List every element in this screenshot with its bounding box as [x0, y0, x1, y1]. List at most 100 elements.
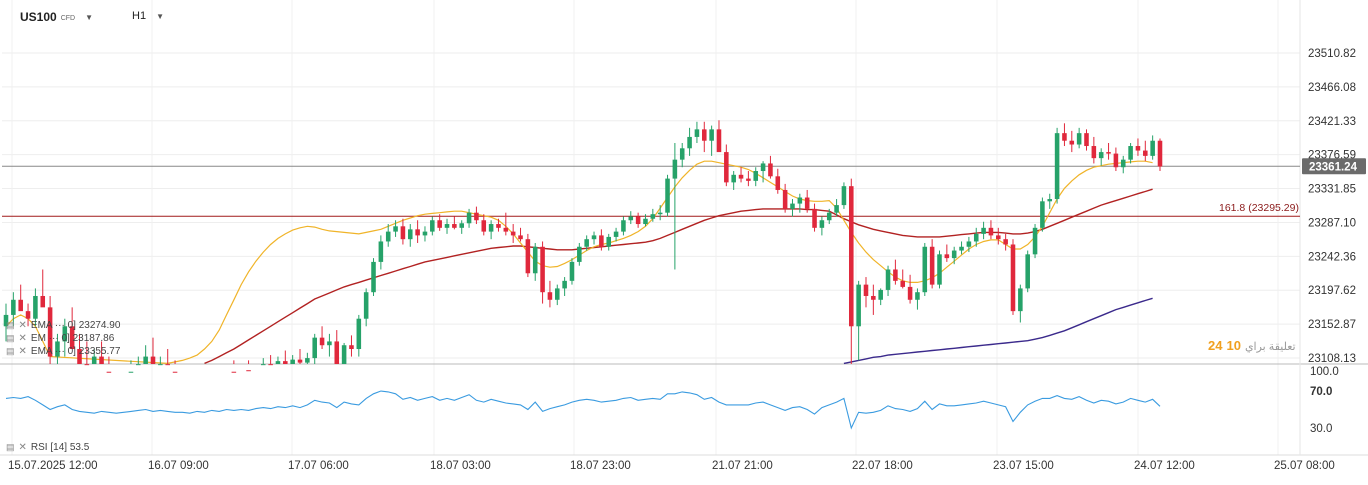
- candle-body: [275, 361, 281, 364]
- ema-fast-line: [5, 160, 1153, 365]
- candle-body: [643, 218, 648, 225]
- candle-body: [812, 208, 817, 228]
- candle-body: [716, 129, 722, 153]
- candle-body: [84, 364, 90, 366]
- candle-body: [834, 205, 839, 213]
- rsi-label: RSI [14] 53.5: [30, 442, 90, 453]
- candle-body: [91, 356, 97, 364]
- y-tick-label: 23197.62: [1308, 285, 1356, 297]
- candle-body: [305, 358, 310, 363]
- current-price-label: 23361.24: [1309, 161, 1358, 173]
- candle-body: [459, 223, 464, 228]
- candle-body: [937, 254, 942, 285]
- chevron-down-icon: ▼: [156, 11, 164, 21]
- candle-body: [283, 361, 288, 364]
- chevron-down-icon: ▼: [85, 12, 94, 22]
- watermark: 24 10 تعليقة براي: [1208, 338, 1296, 353]
- candle-body: [400, 226, 406, 240]
- timeframe-label: H1: [132, 10, 147, 22]
- candle-body: [356, 318, 362, 350]
- candle-body: [518, 235, 523, 240]
- candle-body: [731, 174, 736, 183]
- candle-body: [929, 246, 935, 285]
- candle-body: [694, 129, 700, 137]
- candle-body: [62, 326, 68, 342]
- candle-body: [797, 197, 803, 204]
- candle-body: [158, 364, 163, 366]
- candle-body: [466, 212, 472, 224]
- watermark-middle: 10: [1226, 338, 1241, 353]
- candle-body: [554, 288, 560, 300]
- candle-body: [687, 136, 692, 149]
- candle-body: [290, 359, 295, 364]
- candle-body: [849, 186, 854, 327]
- candle-body: [47, 307, 53, 357]
- rsi-line: [5, 390, 1161, 430]
- candle-body: [944, 254, 950, 259]
- ema-slow-line: [843, 297, 1153, 365]
- candle-body: [540, 246, 545, 293]
- candle-body: [760, 163, 766, 172]
- candle-body: [907, 286, 913, 300]
- candle-body: [246, 370, 251, 372]
- candle-body: [915, 292, 920, 300]
- y-tick-label: 23152.87: [1308, 319, 1356, 331]
- candle-body: [768, 163, 773, 177]
- symbol-selector[interactable]: US100 CFD ▼: [20, 10, 93, 24]
- candle-body: [452, 224, 457, 228]
- close-icon[interactable]: ✕: [18, 320, 27, 331]
- indicator-legend-ema-50[interactable]: ▤ ✕ EMA ··· 0] 23355.77: [6, 346, 120, 357]
- close-icon[interactable]: ✕: [18, 333, 27, 344]
- y-tick-label: 23510.82: [1308, 48, 1356, 60]
- list-icon: ▤: [6, 333, 15, 343]
- indicator-legend-rsi[interactable]: ▤ ✕ RSI [14] 53.5: [6, 442, 89, 453]
- candle-body: [628, 216, 634, 221]
- candle-body: [444, 224, 450, 228]
- candle-body: [319, 337, 325, 346]
- candle-body: [1091, 146, 1097, 159]
- candle-body: [532, 246, 538, 274]
- candle-body: [621, 220, 626, 232]
- candle-body: [1150, 140, 1155, 156]
- candle-body: [268, 364, 273, 366]
- candle-body: [422, 231, 428, 236]
- candle-body: [1128, 146, 1133, 160]
- symbol-label: US100: [20, 10, 57, 24]
- x-tick-label: 15.07.2025 12:00: [8, 460, 98, 472]
- candle-body: [1069, 140, 1075, 145]
- candle-body: [702, 129, 707, 141]
- x-tick-label: 16.07 09:00: [148, 460, 209, 472]
- close-icon[interactable]: ✕: [18, 442, 27, 453]
- candle-body: [1062, 133, 1067, 141]
- indicator-legend-ema-100[interactable]: ▤ ✕ EM ··· 0] 23187.86: [6, 333, 114, 344]
- candle-body: [481, 220, 487, 232]
- candle-body: [1032, 227, 1038, 255]
- rsi-tick-label: 30.0: [1310, 423, 1332, 435]
- candle-body: [657, 212, 663, 215]
- y-tick-label: 23287.10: [1308, 217, 1356, 229]
- candle-body: [966, 241, 972, 247]
- indicator-text: EMA ··· 0] 23355.77: [30, 346, 121, 357]
- candle-body: [1076, 133, 1082, 145]
- candle-body: [1120, 159, 1126, 168]
- candle-body: [407, 229, 413, 240]
- y-tick-label: 23242.36: [1308, 251, 1356, 263]
- x-tick-label: 24.07 12:00: [1134, 460, 1195, 472]
- candle-body: [606, 236, 612, 247]
- close-icon[interactable]: ✕: [18, 346, 27, 357]
- x-tick-label: 22.07 18:00: [852, 460, 913, 472]
- candle-body: [665, 178, 670, 213]
- list-icon: ▤: [6, 346, 15, 356]
- candle-body: [569, 261, 575, 281]
- candle-body: [790, 203, 795, 209]
- candle-body: [1018, 288, 1023, 312]
- indicator-legend-ema-20[interactable]: ▤ ✕ EMA ··· 0] 23274.90: [6, 320, 120, 331]
- candle-body: [11, 299, 16, 315]
- candle-body: [3, 314, 9, 327]
- candle-body: [165, 364, 170, 366]
- candle-body: [128, 371, 134, 373]
- candle-body: [841, 186, 847, 206]
- candle-body: [672, 159, 678, 179]
- timeframe-selector[interactable]: H1 ▼: [132, 10, 164, 22]
